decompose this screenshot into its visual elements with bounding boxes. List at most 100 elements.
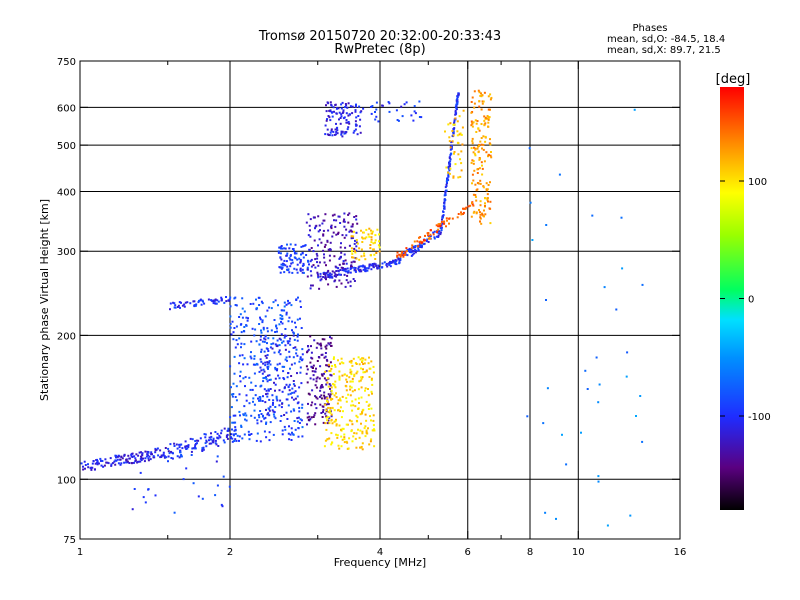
echo-point bbox=[318, 224, 321, 227]
echo-point bbox=[238, 354, 241, 357]
echo-point bbox=[283, 386, 286, 389]
echo-point bbox=[359, 111, 362, 114]
echo-point bbox=[164, 447, 167, 449]
echo-point bbox=[447, 123, 450, 126]
echo-point bbox=[264, 334, 267, 337]
echo-point bbox=[489, 93, 492, 96]
echo-point bbox=[92, 460, 95, 463]
echo-point bbox=[326, 397, 329, 400]
echo-point bbox=[173, 442, 176, 445]
echo-point bbox=[398, 253, 401, 256]
echo-point bbox=[219, 436, 222, 439]
echo-point bbox=[354, 398, 357, 401]
echo-point bbox=[439, 222, 442, 225]
echo-point bbox=[369, 247, 372, 250]
echo-point bbox=[262, 414, 264, 417]
echo-point bbox=[288, 340, 291, 343]
echo-point bbox=[259, 318, 262, 321]
echo-point bbox=[440, 220, 443, 223]
echo-point bbox=[441, 222, 444, 225]
echo-point bbox=[327, 385, 330, 388]
echo-point bbox=[484, 202, 486, 205]
echo-point bbox=[291, 329, 293, 332]
echo-point bbox=[342, 111, 345, 114]
echo-point bbox=[335, 133, 337, 136]
echo-point bbox=[243, 330, 246, 333]
echo-point bbox=[270, 343, 273, 346]
echo-point bbox=[263, 430, 266, 433]
echo-point bbox=[445, 225, 447, 228]
echo-point bbox=[324, 370, 327, 373]
echo-point bbox=[345, 131, 348, 133]
echo-point bbox=[331, 214, 334, 217]
echo-point bbox=[371, 383, 374, 386]
echo-point bbox=[115, 454, 118, 457]
echo-point bbox=[351, 390, 354, 393]
echo-point bbox=[280, 333, 283, 336]
echo-point bbox=[313, 414, 316, 417]
echo-point bbox=[323, 245, 326, 248]
echo-point bbox=[357, 397, 360, 400]
echo-point bbox=[595, 356, 598, 359]
echo-point bbox=[169, 308, 171, 311]
echo-point bbox=[360, 248, 363, 251]
echo-point bbox=[280, 318, 283, 321]
echo-point bbox=[483, 215, 485, 218]
echo-point bbox=[310, 345, 312, 348]
echo-point bbox=[94, 468, 96, 471]
echo-point bbox=[312, 416, 315, 418]
echo-point bbox=[348, 212, 351, 215]
echo-point bbox=[357, 407, 360, 410]
echo-point bbox=[479, 200, 482, 203]
echo-point bbox=[220, 432, 223, 435]
echo-point bbox=[214, 431, 217, 433]
echo-point bbox=[471, 182, 473, 185]
echo-point bbox=[274, 383, 277, 386]
echo-point bbox=[472, 204, 475, 207]
echo-point bbox=[279, 314, 282, 317]
echo-point bbox=[298, 257, 301, 260]
echo-point bbox=[194, 446, 196, 449]
echo-point bbox=[481, 212, 483, 215]
echo-point bbox=[361, 411, 363, 414]
echo-point bbox=[340, 251, 343, 254]
echo-point bbox=[307, 418, 310, 421]
echo-point bbox=[381, 262, 384, 265]
echo-point bbox=[281, 429, 284, 432]
echo-point bbox=[323, 394, 326, 397]
echo-point bbox=[330, 227, 333, 230]
echo-point bbox=[245, 399, 248, 402]
echo-point bbox=[355, 446, 358, 449]
echo-point bbox=[163, 456, 166, 459]
echo-point bbox=[471, 122, 474, 125]
echo-point bbox=[247, 317, 249, 320]
echo-point bbox=[320, 344, 323, 347]
echo-point bbox=[262, 368, 265, 371]
y-tick-label: 200 bbox=[57, 331, 76, 342]
echo-point bbox=[320, 278, 323, 281]
echo-point bbox=[367, 408, 370, 410]
echo-point bbox=[395, 259, 398, 262]
echo-point bbox=[422, 239, 425, 241]
echo-point bbox=[299, 259, 302, 261]
echo-point bbox=[362, 268, 365, 271]
echo-point bbox=[377, 120, 380, 123]
echo-point bbox=[319, 275, 322, 278]
echo-point bbox=[296, 318, 299, 321]
echo-point bbox=[345, 234, 348, 237]
echo-point bbox=[197, 439, 200, 442]
echo-point bbox=[350, 265, 353, 268]
echo-point bbox=[274, 299, 277, 302]
echo-point bbox=[328, 422, 331, 425]
echo-point bbox=[603, 286, 606, 289]
echo-point bbox=[396, 254, 399, 257]
echo-point bbox=[145, 455, 148, 458]
echo-point bbox=[360, 270, 363, 273]
echo-point bbox=[329, 387, 331, 390]
echo-point bbox=[111, 462, 114, 465]
echo-point bbox=[374, 234, 377, 237]
echo-point bbox=[162, 451, 165, 454]
echo-point bbox=[448, 157, 451, 160]
echo-point bbox=[325, 347, 328, 350]
echo-point bbox=[326, 359, 329, 362]
